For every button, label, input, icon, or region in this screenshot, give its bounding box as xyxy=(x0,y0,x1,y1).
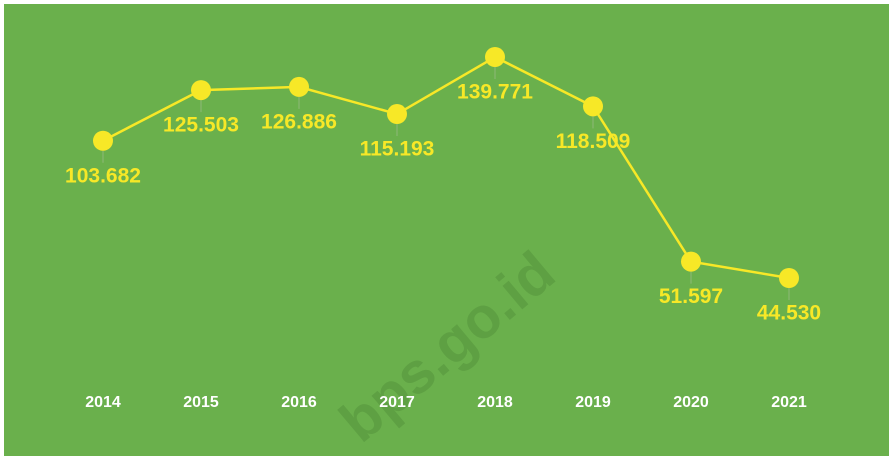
value-label: 103.682 xyxy=(65,164,141,187)
value-label: 44.530 xyxy=(757,302,821,325)
value-label: 126.886 xyxy=(261,110,337,133)
x-tick-label: 2019 xyxy=(575,394,611,411)
x-tick-label: 2014 xyxy=(85,394,121,411)
value-label: 51.597 xyxy=(659,285,723,308)
x-tick-label: 2016 xyxy=(281,394,317,411)
value-label: 139.771 xyxy=(457,81,533,104)
value-label: 125.503 xyxy=(163,114,239,137)
x-tick-label: 2015 xyxy=(183,394,219,411)
value-label: 115.193 xyxy=(360,138,435,161)
value-label: 118.509 xyxy=(556,130,631,153)
point xyxy=(485,47,505,67)
point xyxy=(289,76,309,97)
point xyxy=(681,251,701,272)
line xyxy=(102,55,790,280)
point xyxy=(191,80,211,101)
point xyxy=(779,268,799,288)
chart-background xyxy=(4,4,889,456)
point xyxy=(583,96,603,117)
x-tick-label: 2018 xyxy=(477,394,513,411)
point xyxy=(387,104,407,125)
x-tick-label: 2020 xyxy=(673,394,709,411)
point xyxy=(93,130,113,151)
x-tick-label: 2021 xyxy=(771,394,807,411)
x-tick-label: 2017 xyxy=(379,394,415,411)
